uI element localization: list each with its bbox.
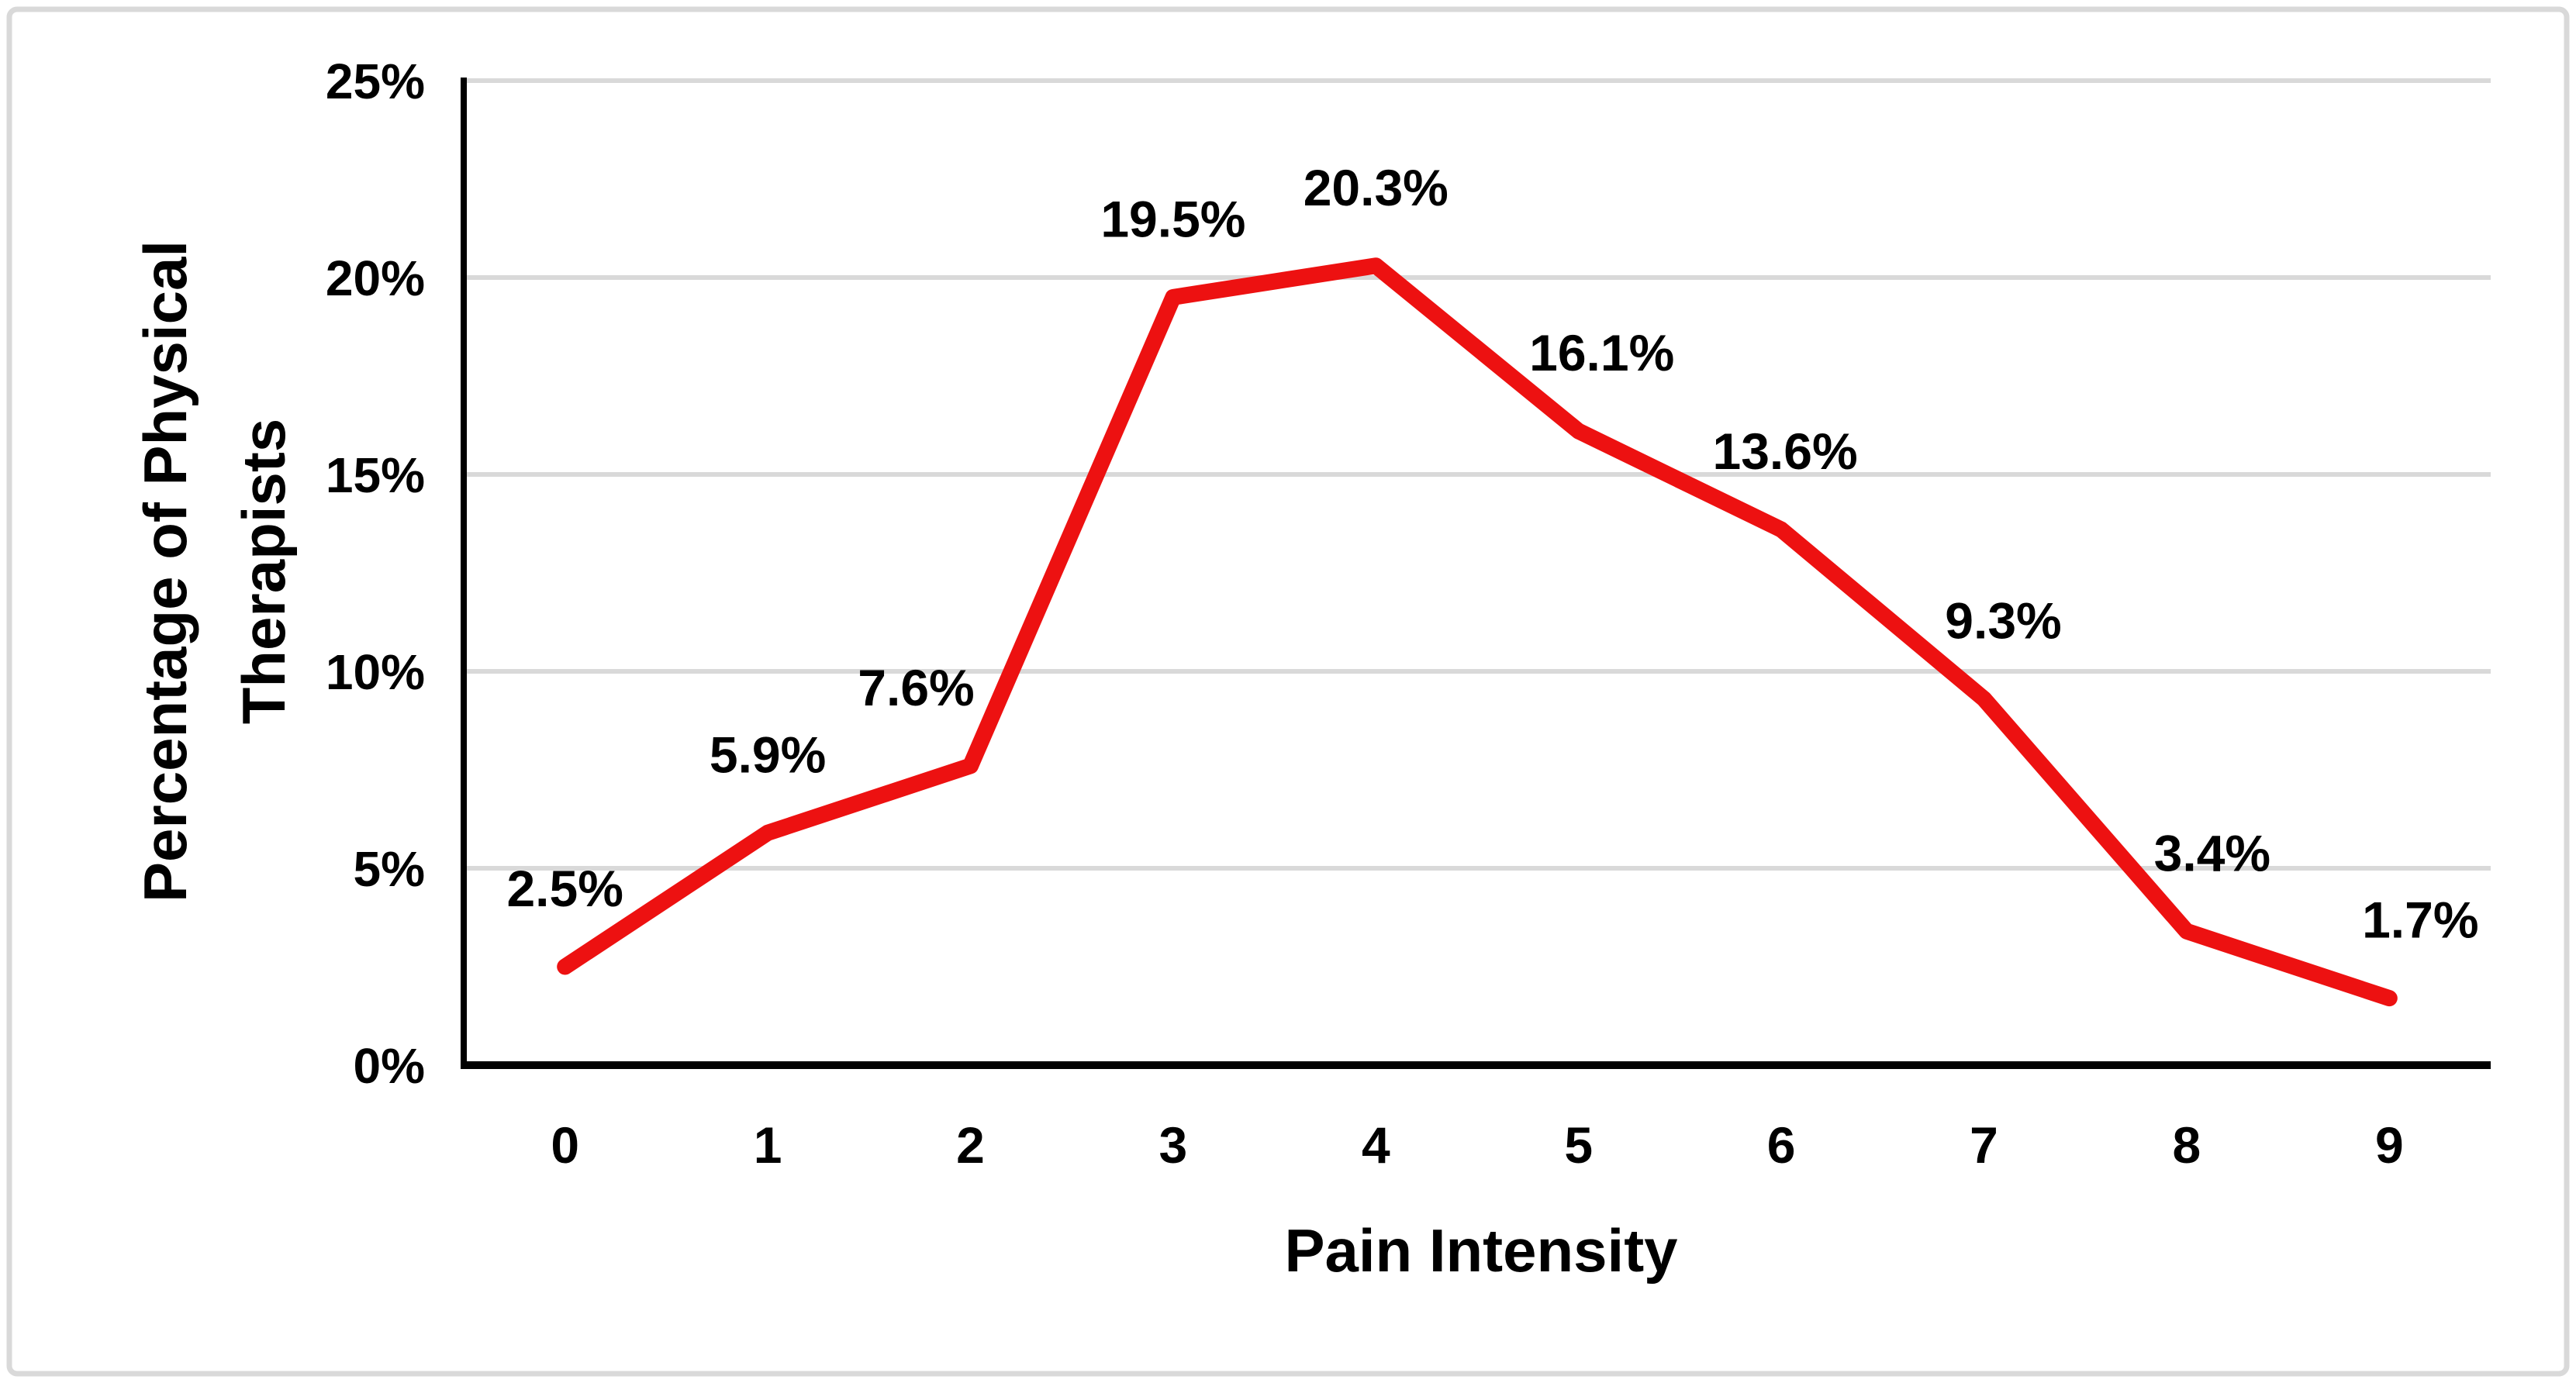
data-series-line xyxy=(557,257,2398,1007)
x-axis-tick-labels: 0 1 2 3 4 5 6 7 8 9 xyxy=(551,1116,2403,1174)
data-label-7.6%: 7.6% xyxy=(858,659,974,716)
y-tick-label-20%: 20% xyxy=(326,250,425,306)
x-tick-label-6: 6 xyxy=(1767,1116,1796,1174)
data-label-2.5%: 2.5% xyxy=(506,860,623,917)
y-axis-title-line-1: Percentage of Physical xyxy=(131,240,199,902)
x-axis-title: Pain Intensity xyxy=(1284,1216,1677,1285)
y-tick-label-15%: 15% xyxy=(326,447,425,503)
x-tick-label-9: 9 xyxy=(2375,1116,2404,1174)
x-tick-label-3: 3 xyxy=(1159,1116,1188,1174)
x-tick-label-0: 0 xyxy=(551,1116,579,1174)
gridlines xyxy=(464,78,2491,871)
data-label-9.3%: 9.3% xyxy=(1945,592,2061,650)
data-label-19.5%: 19.5% xyxy=(1100,190,1245,247)
y-tick-label-10%: 10% xyxy=(326,644,425,700)
figure-border xyxy=(6,6,2570,1377)
y-tick-label-25%: 25% xyxy=(326,53,425,109)
x-tick-label-7: 7 xyxy=(1970,1116,1998,1174)
y-tick-label-5%: 5% xyxy=(354,841,426,897)
x-tick-label-4: 4 xyxy=(1362,1116,1390,1174)
data-label-1.7%: 1.7% xyxy=(2362,892,2478,949)
data-labels: 2.5% 5.9% 7.6% 19.5% 20.3% 16.1% 13.6% 9.3% 3.4%… xyxy=(506,159,2478,949)
data-label-20.3%: 20.3% xyxy=(1304,159,1449,216)
x-tick-label-8: 8 xyxy=(2173,1116,2201,1174)
data-label-5.9%: 5.9% xyxy=(710,726,826,783)
data-label-3.4%: 3.4% xyxy=(2154,824,2270,881)
y-axis-title-line-2: Therapists xyxy=(230,419,298,724)
x-tick-label-1: 1 xyxy=(754,1116,782,1174)
x-tick-label-2: 2 xyxy=(956,1116,985,1174)
data-label-13.6%: 13.6% xyxy=(1713,422,1858,480)
y-axis-tick-labels: 0% 5% 10% 15% 20% 25% xyxy=(326,53,425,1094)
x-tick-label-5: 5 xyxy=(1564,1116,1593,1174)
data-label-16.1%: 16.1% xyxy=(1529,324,1674,381)
y-tick-label-0%: 0% xyxy=(354,1038,426,1094)
